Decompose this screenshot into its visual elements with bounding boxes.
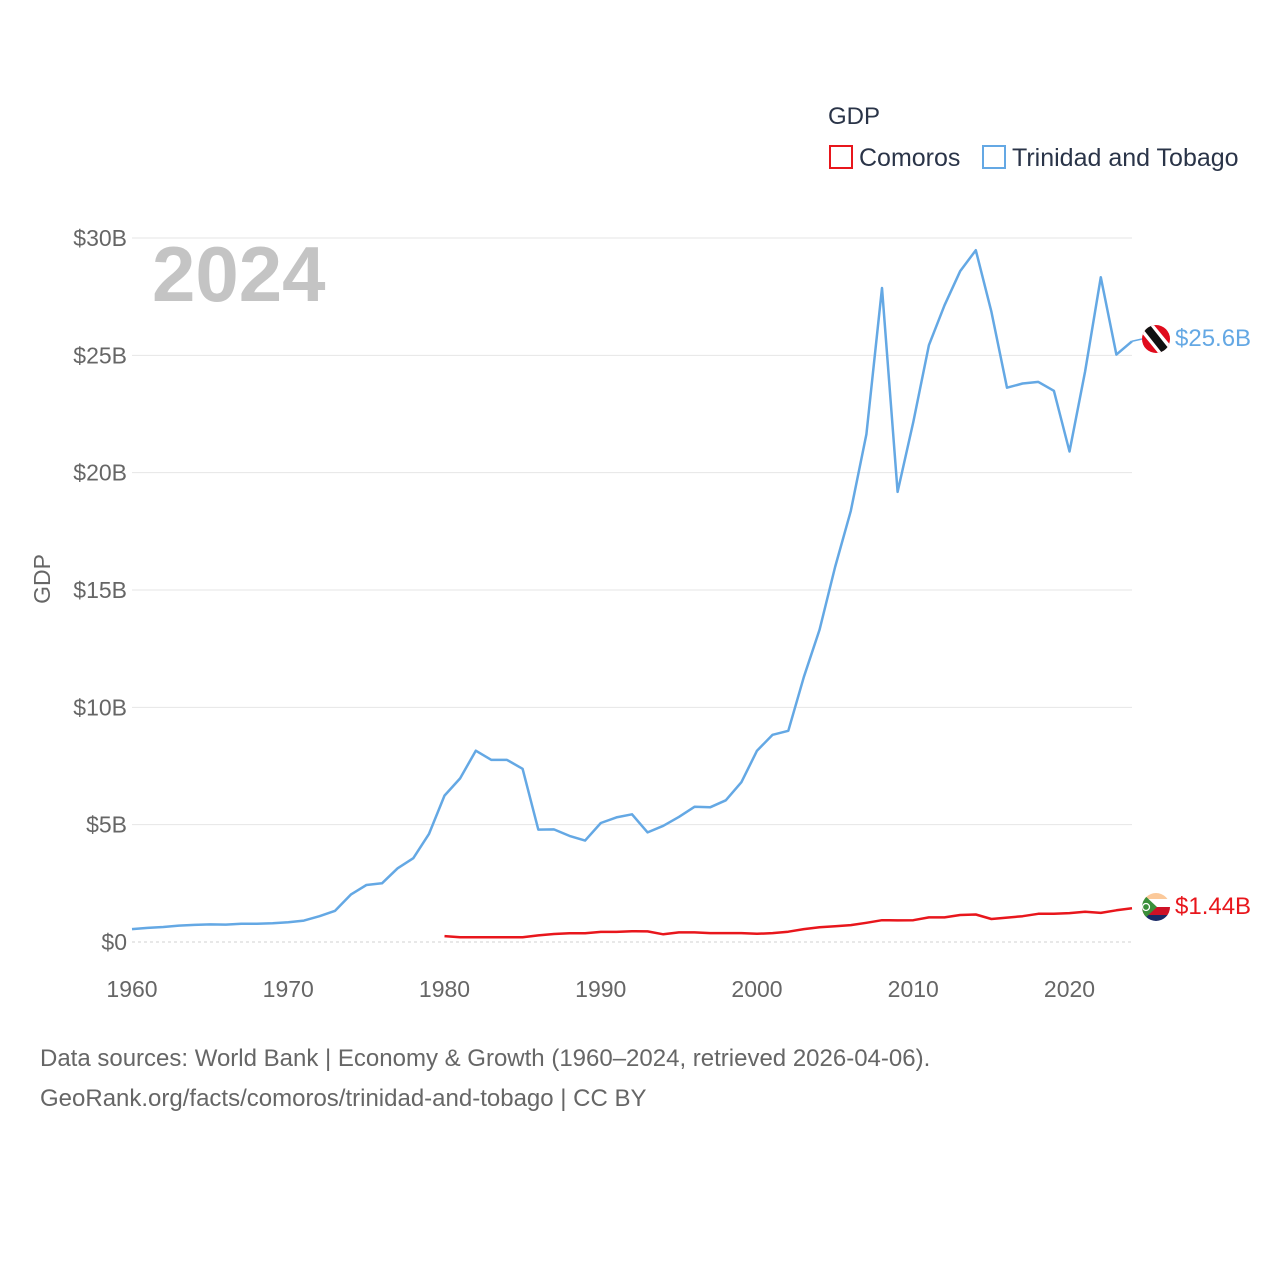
footer-credit: GeoRank.org/facts/comoros/trinidad-and-t… xyxy=(40,1085,647,1112)
x-axis-ticks: 1960 1970 1980 1990 2000 2010 2020 xyxy=(106,976,1095,1002)
legend-label-comoros: Comoros xyxy=(859,144,960,172)
y-tick-label: $0 xyxy=(101,929,127,955)
y-tick-label: $10B xyxy=(73,694,127,720)
legend-item-comoros[interactable]: Comoros xyxy=(829,144,960,172)
legend-item-trinidad-and-tobago[interactable]: Trinidad and Tobago xyxy=(982,144,1239,172)
y-tick-label: $5B xyxy=(86,812,127,838)
legend: GDP Comoros Trinidad and Tobago xyxy=(828,103,1239,172)
end-connector-trinidad-and-tobago xyxy=(1131,338,1143,342)
footer-sources: Data sources: World Bank | Economy & Gro… xyxy=(40,1045,931,1072)
legend-swatch-comoros xyxy=(829,145,853,169)
x-tick-label: 1990 xyxy=(575,976,626,1002)
legend-label-trinidad-and-tobago: Trinidad and Tobago xyxy=(1012,144,1239,172)
legend-title: GDP xyxy=(828,103,880,130)
y-tick-label: $15B xyxy=(73,577,127,603)
x-tick-label: 2010 xyxy=(888,976,939,1002)
x-tick-label: 1970 xyxy=(263,976,314,1002)
y-axis-title: GDP xyxy=(29,554,55,604)
grid-lines xyxy=(132,237,1132,943)
y-axis-ticks: $0 $5B $10B $15B $20B $25B $30B xyxy=(73,225,127,955)
comoros-flag-icon xyxy=(1142,893,1170,921)
x-tick-label: 2020 xyxy=(1044,976,1095,1002)
end-label-comoros: $1.44B xyxy=(1175,893,1251,920)
x-tick-label: 1960 xyxy=(106,976,157,1002)
series-line-comoros xyxy=(444,906,1133,939)
x-tick-label: 2000 xyxy=(731,976,782,1002)
year-label: 2024 xyxy=(152,230,326,318)
series-line-trinidad-and-tobago xyxy=(131,248,1133,931)
y-tick-label: $25B xyxy=(73,342,127,368)
trinidad-and-tobago-flag-icon xyxy=(1142,325,1170,353)
y-tick-label: $30B xyxy=(73,225,127,251)
y-tick-label: $20B xyxy=(73,460,127,486)
x-tick-label: 1980 xyxy=(419,976,470,1002)
end-label-trinidad-and-tobago: $25.6B xyxy=(1175,325,1251,352)
legend-swatch-trinidad-and-tobago xyxy=(982,145,1006,169)
